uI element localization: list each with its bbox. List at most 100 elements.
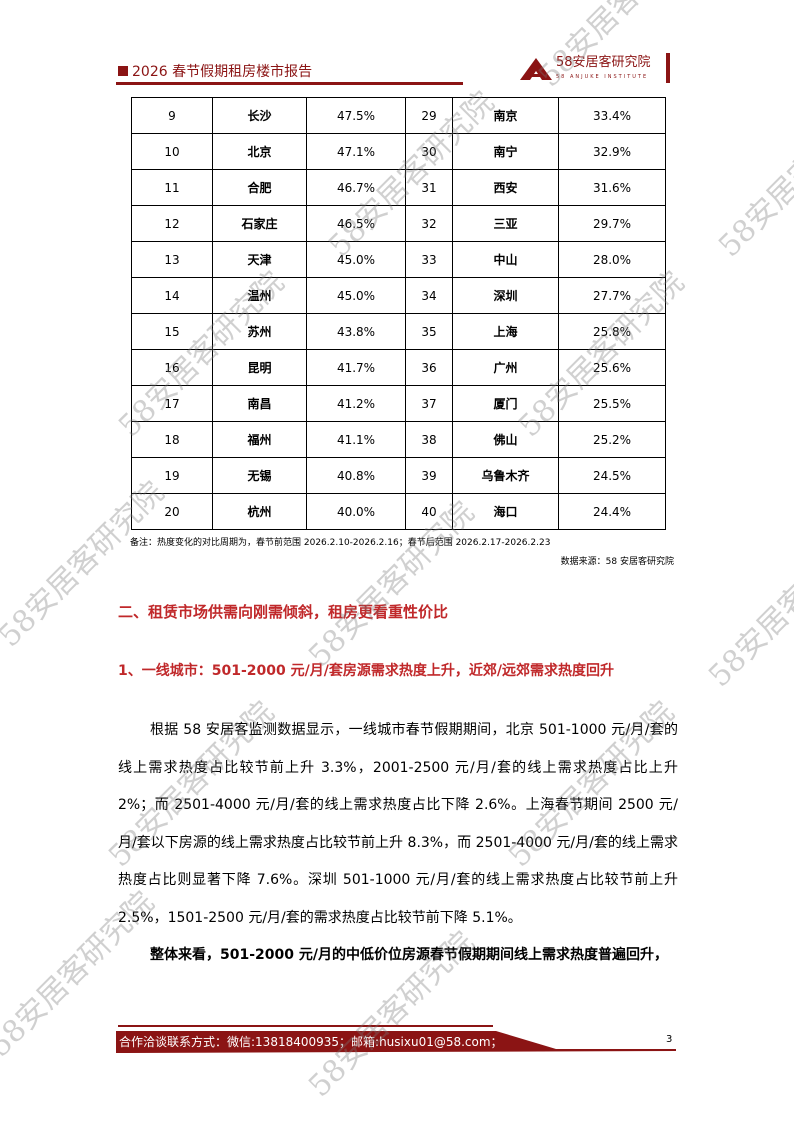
- logo-subtitle: 58 ANJUKE INSTITUTE: [556, 74, 649, 80]
- city-left: 合肥: [212, 169, 307, 206]
- rank-left: 17: [131, 385, 213, 422]
- city-right: 广州: [452, 349, 559, 386]
- value-left: 43.8%: [306, 313, 406, 350]
- city-right: 南宁: [452, 133, 559, 170]
- rank-left: 20: [131, 493, 213, 530]
- city-left: 杭州: [212, 493, 307, 530]
- city-left: 福州: [212, 421, 307, 458]
- value-left: 45.0%: [306, 241, 406, 278]
- city-right: 南京: [452, 97, 559, 134]
- city-left: 北京: [212, 133, 307, 170]
- table-row: 17 南昌 41.2% 37 厦门 25.5%: [131, 385, 666, 422]
- city-right: 厦门: [452, 385, 559, 422]
- body-text: 根据 58 安居客监测数据显示，一线城市春节假期期间，北京 501-1000 元…: [118, 712, 678, 975]
- rank-right: 34: [405, 277, 453, 314]
- rank-right: 32: [405, 205, 453, 242]
- header-rule: [116, 82, 463, 85]
- table-row: 10 北京 47.1% 30 南宁 32.9%: [131, 133, 666, 170]
- value-right: 29.7%: [558, 205, 666, 242]
- watermark: 58安居客研究院: [532, 0, 712, 94]
- rank-right: 30: [405, 133, 453, 170]
- subsection-heading: 1、一线城市：501-2000 元/月/套房源需求热度上升，近郊/远郊需求热度回…: [118, 663, 614, 679]
- table-note: 备注：热度变化的对比周期为，春节前范围 2026.2.10-2026.2.16；…: [130, 538, 551, 548]
- header-square-icon: [118, 66, 128, 76]
- value-left: 41.1%: [306, 421, 406, 458]
- data-source: 数据来源：58 安居客研究院: [560, 557, 674, 567]
- city-right: 深圳: [452, 277, 559, 314]
- value-right: 27.7%: [558, 277, 666, 314]
- value-left: 41.7%: [306, 349, 406, 386]
- header-title: 2026 春节假期租房楼市报告: [132, 64, 313, 80]
- city-right: 佛山: [452, 421, 559, 458]
- value-left: 47.5%: [306, 97, 406, 134]
- value-right: 24.5%: [558, 457, 666, 494]
- rank-left: 11: [131, 169, 213, 206]
- body-paragraph: 根据 58 安居客监测数据显示，一线城市春节假期期间，北京 501-1000 元…: [118, 722, 678, 926]
- city-right: 乌鲁木齐: [452, 457, 559, 494]
- table-row: 18 福州 41.1% 38 佛山 25.2%: [131, 421, 666, 458]
- city-right: 中山: [452, 241, 559, 278]
- value-right: 25.5%: [558, 385, 666, 422]
- rank-left: 12: [131, 205, 213, 242]
- city-right: 上海: [452, 313, 559, 350]
- city-right: 西安: [452, 169, 559, 206]
- value-left: 46.5%: [306, 205, 406, 242]
- footer-band: [116, 1031, 676, 1053]
- table-row: 16 昆明 41.7% 36 广州 25.6%: [131, 349, 666, 386]
- table-row: 20 杭州 40.0% 40 海口 24.4%: [131, 493, 666, 530]
- table-row: 11 合肥 46.7% 31 西安 31.6%: [131, 169, 666, 206]
- rank-left: 10: [131, 133, 213, 170]
- value-right: 25.2%: [558, 421, 666, 458]
- value-right: 33.4%: [558, 97, 666, 134]
- value-right: 24.4%: [558, 493, 666, 530]
- value-right: 31.6%: [558, 169, 666, 206]
- table-row: 12 石家庄 46.5% 32 三亚 29.7%: [131, 205, 666, 242]
- rank-right: 35: [405, 313, 453, 350]
- city-left: 昆明: [212, 349, 307, 386]
- city-left: 南昌: [212, 385, 307, 422]
- value-left: 47.1%: [306, 133, 406, 170]
- value-right: 32.9%: [558, 133, 666, 170]
- rank-right: 38: [405, 421, 453, 458]
- rank-left: 19: [131, 457, 213, 494]
- rank-left: 9: [131, 97, 213, 134]
- value-left: 40.0%: [306, 493, 406, 530]
- value-right: 28.0%: [558, 241, 666, 278]
- page-number: 3: [666, 1034, 673, 1045]
- city-ranking-table: 9 长沙 47.5% 29 南京 33.4% 10 北京 47.1% 30 南宁 32.9% 11 合肥 4…: [131, 97, 666, 530]
- section-heading: 二、租赁市场供需向刚需倾斜，租房更看重性价比: [118, 603, 449, 621]
- header-bar: [666, 53, 670, 83]
- watermark: 58安居客研究院: [702, 514, 794, 694]
- rank-left: 16: [131, 349, 213, 386]
- value-left: 41.2%: [306, 385, 406, 422]
- rank-right: 39: [405, 457, 453, 494]
- rank-left: 18: [131, 421, 213, 458]
- value-right: 25.6%: [558, 349, 666, 386]
- table-row: 9 长沙 47.5% 29 南京 33.4%: [131, 97, 666, 134]
- city-left: 长沙: [212, 97, 307, 134]
- value-right: 25.8%: [558, 313, 666, 350]
- city-right: 三亚: [452, 205, 559, 242]
- rank-right: 31: [405, 169, 453, 206]
- city-right: 海口: [452, 493, 559, 530]
- rank-right: 36: [405, 349, 453, 386]
- city-left: 无锡: [212, 457, 307, 494]
- rank-right: 33: [405, 241, 453, 278]
- summary-paragraph: 整体来看，501-2000 元/月的中低价位房源春节假期期间线上需求热度普遍回升…: [150, 947, 668, 963]
- rank-left: 15: [131, 313, 213, 350]
- city-left: 温州: [212, 277, 307, 314]
- rank-right: 40: [405, 493, 453, 530]
- rank-left: 14: [131, 277, 213, 314]
- table-row: 14 温州 45.0% 34 深圳 27.7%: [131, 277, 666, 314]
- table-row: 13 天津 45.0% 33 中山 28.0%: [131, 241, 666, 278]
- rank-right: 37: [405, 385, 453, 422]
- logo-icon: [520, 58, 552, 80]
- value-left: 40.8%: [306, 457, 406, 494]
- city-left: 石家庄: [212, 205, 307, 242]
- rank-right: 29: [405, 97, 453, 134]
- logo-name: 58安居客研究院: [556, 55, 651, 70]
- footer-rule: [118, 1025, 493, 1027]
- footer-contact: 合作洽谈联系方式：微信:13818400935；邮箱:husixu01@58.c…: [119, 1035, 503, 1049]
- city-left: 苏州: [212, 313, 307, 350]
